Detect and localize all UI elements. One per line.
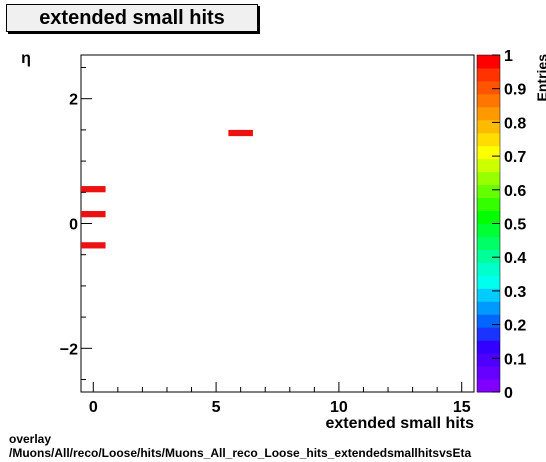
footer-overlay-label: overlay [9, 432, 52, 446]
colorbar-band-20 [477, 119, 500, 134]
y-tick-label-2: 2 [69, 92, 78, 109]
y-tick-label-0: −2 [60, 341, 78, 358]
colorbar-band-12 [477, 223, 500, 237]
plot-frame [80, 54, 475, 393]
colorbar-band-0 [477, 379, 500, 393]
colorbar-band-11 [477, 236, 500, 250]
colorbar-band-23 [477, 80, 500, 95]
heatmap-cell-2 [81, 242, 106, 249]
x-tick-label-2: 10 [330, 399, 348, 416]
colorbar-tick-label-8: 0.8 [504, 115, 526, 132]
colorbar-band-6 [477, 301, 500, 315]
colorbar-band-21 [477, 106, 500, 121]
heatmap-cell-1 [81, 211, 106, 218]
colorbar-tick-label-4: 0.4 [504, 250, 526, 267]
colorbar-band-16 [477, 171, 500, 186]
colorbar-tick-label-6: 0.6 [504, 183, 526, 200]
colorbar-band-9 [477, 262, 500, 276]
colorbar-band-8 [477, 275, 500, 289]
y-tick-label-1: 0 [69, 217, 78, 234]
heatmap-cell-0 [81, 186, 106, 193]
colorbar-tick-label-10: 1 [504, 48, 513, 65]
colorbar-band-4 [477, 327, 500, 341]
colorbar-band-19 [477, 132, 500, 147]
chart-title-box: extended small hits [6, 4, 258, 32]
colorbar-band-15 [477, 184, 500, 199]
colorbar-band-17 [477, 158, 500, 173]
colorbar-band-24 [477, 67, 500, 82]
x-tick-label-3: 15 [453, 399, 471, 416]
colorbar-tick-label-0: 0 [504, 385, 513, 402]
colorbar-band-1 [477, 366, 500, 380]
colorbar-label: Entries [534, 54, 546, 102]
footer-path-label: /Muons/All/reco/Loose/hits/Muons_All_rec… [9, 446, 472, 460]
colorbar-band-14 [477, 197, 500, 212]
colorbar-band-25 [477, 55, 500, 69]
heatmap-cell-3 [228, 129, 253, 137]
colorbar-band-10 [477, 249, 500, 263]
x-axis-label: extended small hits [326, 415, 475, 432]
colorbar-band-7 [477, 288, 500, 302]
colorbar-band-2 [477, 353, 500, 367]
colorbar-band-13 [477, 210, 500, 224]
colorbar-tick-label-9: 0.9 [504, 82, 526, 99]
x-tick-label-1: 5 [212, 399, 221, 416]
colorbar-tick-label-5: 0.5 [504, 217, 526, 234]
y-axis-label: η [21, 50, 31, 67]
colorbar-tick-label-3: 0.3 [504, 284, 526, 301]
colorbar-tick-label-7: 0.7 [504, 149, 526, 166]
chart-title: extended small hits [39, 6, 225, 29]
colorbar-band-3 [477, 340, 500, 354]
x-tick-label-0: 0 [89, 399, 98, 416]
colorbar-tick-label-1: 0.1 [504, 351, 526, 368]
colorbar-band-22 [477, 93, 500, 108]
colorbar-band-5 [477, 314, 500, 328]
colorbar-band-18 [477, 145, 500, 160]
colorbar-tick-label-2: 0.2 [504, 318, 526, 335]
